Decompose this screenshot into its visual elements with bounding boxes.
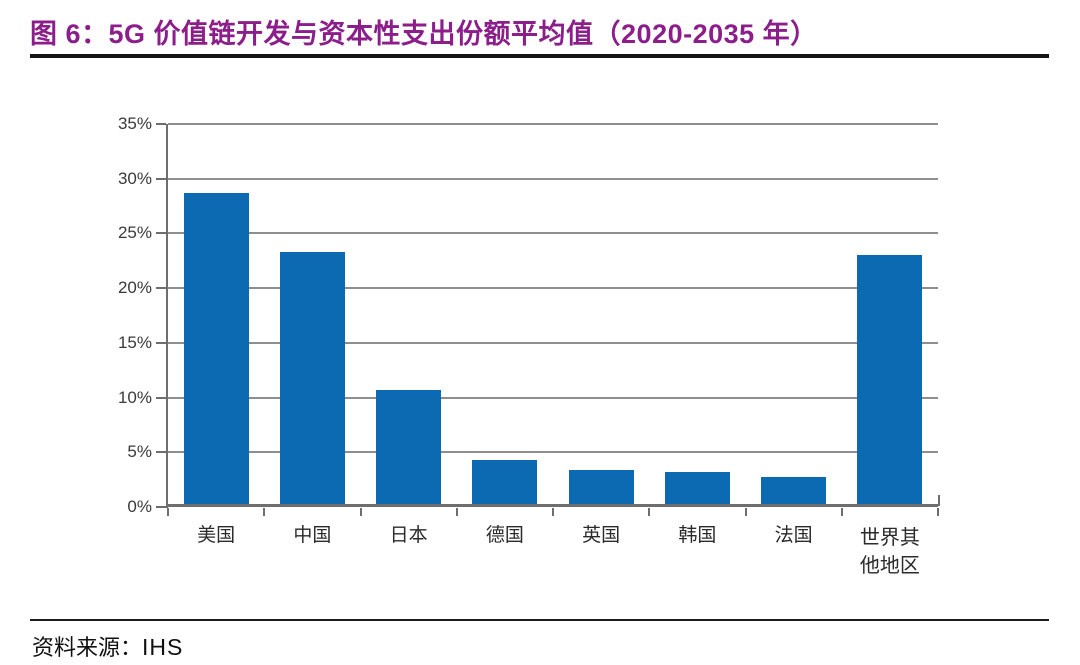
y-tick-label: 15% (117, 332, 152, 352)
title-rule (30, 54, 1049, 58)
bar-德国 (472, 459, 538, 507)
gridline-30 (168, 177, 938, 180)
y-tick-label: 25% (117, 223, 152, 243)
bar-韩国 (664, 471, 730, 507)
x-tick (455, 508, 458, 516)
y-tick-label: 10% (117, 387, 152, 407)
x-label-美国: 美国 (197, 525, 236, 546)
x-tick (359, 508, 362, 516)
x-axis-labels: 美国 中国 日本 德国 英国 韩国 法国 世界其他地区 (168, 520, 938, 600)
y-tick-label: 20% (117, 278, 152, 298)
y-axis-labels: 0% 5% 10% 15% 20% 25% 30% 35% (102, 114, 152, 516)
x-label-中国: 中国 (293, 525, 332, 546)
x-tick (263, 508, 266, 516)
gridline-25 (168, 232, 938, 235)
gridline-15 (168, 341, 938, 344)
bar-英国 (568, 469, 634, 507)
bar-美国 (183, 192, 249, 507)
x-tick (167, 508, 169, 516)
y-tick (156, 506, 166, 508)
y-tick (156, 232, 166, 235)
y-tick (156, 451, 166, 454)
gridline-35 (168, 123, 938, 125)
x-label-世界其他地区: 世界其他地区 (859, 527, 920, 577)
x-tick (937, 508, 939, 516)
x-tick (744, 508, 747, 516)
y-tick-label: 30% (117, 168, 152, 188)
y-tick (156, 341, 166, 344)
y-tick (156, 287, 166, 290)
bar-chart: 0% 5% 10% 15% 20% 25% 30% 35% 美国 中国 日本 德国 英国 韩国 法国 世界其… (118, 114, 940, 577)
source-value: IHS (142, 634, 184, 660)
y-tick (156, 123, 166, 125)
source-note: 资料来源：IHS (32, 630, 183, 662)
figure-title: 图 6：5G 价值链开发与资本性支出份额平均值（2020-2035 年） (30, 19, 818, 49)
x-axis-line (166, 504, 938, 507)
gridline-10 (168, 396, 938, 399)
x-axis-end-tick (938, 495, 940, 506)
source-label: 资料来源： (32, 635, 143, 660)
y-tick (156, 177, 166, 180)
bar-中国 (279, 252, 345, 507)
bar-世界其他地区 (857, 255, 923, 507)
y-tick (156, 396, 166, 399)
bar-日本 (376, 389, 442, 507)
x-label-德国: 德国 (485, 525, 524, 546)
y-axis-line (166, 124, 168, 508)
y-tick-label: 35% (117, 114, 152, 133)
x-label-日本: 日本 (389, 525, 428, 546)
x-tick (552, 508, 554, 516)
x-tick (648, 508, 651, 516)
bar-法国 (761, 477, 827, 507)
x-label-英国: 英国 (582, 525, 621, 546)
x-label-韩国: 韩国 (678, 525, 717, 546)
x-label-法国: 法国 (774, 525, 813, 546)
x-tick (840, 508, 843, 516)
gridline-20 (168, 287, 938, 290)
y-tick-label: 5% (127, 442, 152, 462)
plot-area (156, 123, 940, 516)
y-tick-label: 0% (127, 497, 152, 516)
footer-rule (30, 619, 1049, 621)
gridline-5 (168, 451, 938, 454)
